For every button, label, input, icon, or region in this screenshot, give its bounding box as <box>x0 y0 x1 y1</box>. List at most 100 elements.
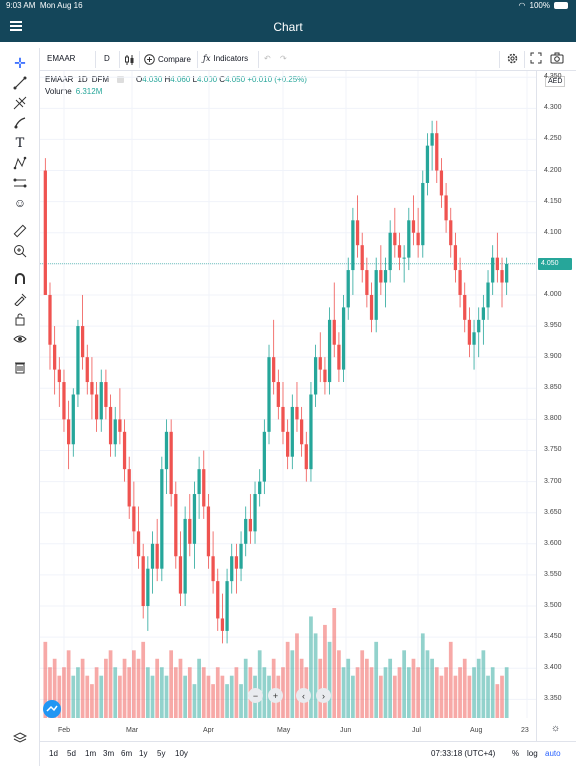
volume-bar <box>127 667 132 718</box>
zoom-in-button[interactable]: + <box>268 688 283 703</box>
range-button-5d[interactable]: 5d <box>67 749 76 758</box>
brush-icon[interactable] <box>12 115 28 131</box>
price-chart[interactable] <box>40 71 536 718</box>
volume-bar <box>229 675 234 718</box>
volume-bar <box>183 675 187 718</box>
candle-body <box>341 307 346 370</box>
forecast-icon[interactable] <box>12 175 28 191</box>
volume-bar <box>472 667 476 718</box>
y-tick-label: 3.400 <box>544 664 562 672</box>
tradingview-logo-icon[interactable] <box>43 700 61 718</box>
percent-toggle[interactable]: % <box>512 749 520 758</box>
lock-icon[interactable] <box>12 311 28 327</box>
candle-body <box>66 419 71 445</box>
volume-bar <box>290 650 295 718</box>
crosshair-icon[interactable]: ✛ <box>14 54 26 71</box>
legend-minimize-icon[interactable] <box>117 76 125 83</box>
symbol-search-button[interactable]: EMAAR <box>47 54 76 63</box>
range-button-3m[interactable]: 3m <box>103 749 115 758</box>
magnet-icon[interactable] <box>12 271 28 287</box>
y-tick-label: 3.900 <box>544 353 562 361</box>
volume-bar <box>169 650 174 718</box>
candle-body <box>486 282 490 308</box>
stay-in-drawing-icon[interactable] <box>12 291 28 307</box>
candle-body <box>430 133 434 146</box>
volume-bar <box>136 658 141 718</box>
volume-bar <box>476 658 481 718</box>
object-tree-icon[interactable] <box>12 730 28 746</box>
volume-bar <box>337 650 341 718</box>
volume-bar <box>108 650 113 718</box>
range-button-5y[interactable]: 5y <box>157 749 166 758</box>
volume-bar <box>80 658 85 718</box>
indicators-button[interactable]: ƒx Indicators <box>203 54 248 63</box>
volume-bar <box>206 675 211 718</box>
redo-icon[interactable]: ↷ <box>280 54 287 63</box>
range-button-1m[interactable]: 1m <box>85 749 97 758</box>
volume-bar <box>388 658 393 718</box>
candle-body <box>132 506 136 532</box>
candle-body <box>239 543 243 569</box>
x-tick-label: Apr <box>203 727 214 734</box>
zoom-out-button[interactable]: − <box>248 688 263 703</box>
ruler-icon[interactable] <box>12 223 28 239</box>
volume-bar <box>397 667 402 718</box>
scroll-right-button[interactable]: › <box>316 688 331 703</box>
volume-bar <box>448 641 453 718</box>
compare-button[interactable]: Compare <box>144 54 191 65</box>
price-axis[interactable]: AED 4.350 4.300 4.250 4.200 4.150 4.100 4.050 4… <box>536 71 576 741</box>
scroll-left-button[interactable]: ‹ <box>296 688 311 703</box>
candle-body <box>155 543 159 569</box>
log-toggle[interactable]: log <box>527 749 538 758</box>
volume-bar <box>444 667 448 718</box>
candle-body <box>444 195 448 221</box>
clock-label: 07:33:18 (UTC+4) <box>431 749 496 758</box>
zoom-in-icon[interactable] <box>12 243 28 259</box>
range-button-6m[interactable]: 6m <box>121 749 133 758</box>
text-tool-icon[interactable]: T <box>15 135 25 151</box>
time-axis[interactable]: Feb Mar Apr May Jun Jul Aug 23 <box>40 722 536 740</box>
candle-body <box>53 344 57 370</box>
candle-body <box>472 332 476 345</box>
settings-gear-icon[interactable] <box>506 52 519 65</box>
trend-line-icon[interactable] <box>12 75 28 91</box>
volume-bar <box>201 667 206 718</box>
volume-bar <box>458 667 462 718</box>
x-tick-label: 23 <box>521 727 529 734</box>
candle-body <box>416 232 420 246</box>
volume-bar <box>365 658 369 718</box>
range-button-10y[interactable]: 10y <box>175 749 188 758</box>
volume-label: Volume <box>45 87 72 96</box>
candle-body <box>136 531 141 557</box>
hamburger-menu-icon[interactable] <box>10 19 22 33</box>
fib-retracement-icon[interactable] <box>12 95 28 111</box>
volume-bar <box>187 667 192 718</box>
auto-toggle[interactable]: auto <box>545 749 561 758</box>
candle-body <box>76 326 80 395</box>
legend-symbol[interactable]: EMAAR <box>45 75 74 84</box>
y-tick-label: 3.500 <box>544 602 562 610</box>
range-button-1d[interactable]: 1d <box>49 749 58 758</box>
candles-icon[interactable] <box>124 54 134 66</box>
interval-button[interactable]: D <box>104 54 110 63</box>
y-tick-label: 4.150 <box>544 197 562 205</box>
trash-icon[interactable] <box>12 359 28 375</box>
status-right: ◠ 100% <box>519 1 568 10</box>
axis-settings-icon[interactable]: ☼ <box>551 723 561 734</box>
y-tick-label: 3.700 <box>544 477 562 485</box>
candle-body <box>262 431 266 482</box>
eye-icon[interactable] <box>12 331 28 347</box>
emoji-icon[interactable]: ☺ <box>13 196 27 210</box>
pattern-icon[interactable] <box>12 155 28 171</box>
fullscreen-icon[interactable] <box>530 52 542 64</box>
volume-bar <box>76 667 80 718</box>
candle-body <box>360 245 364 271</box>
undo-icon[interactable]: ↶ <box>264 54 271 63</box>
indicators-label: Indicators <box>213 54 249 63</box>
range-button-1y[interactable]: 1y <box>139 749 148 758</box>
volume-bar <box>295 633 299 718</box>
volume-bar <box>430 658 434 718</box>
camera-icon[interactable] <box>550 52 564 64</box>
volume-bar <box>57 675 62 718</box>
y-tick-label: 4.350 <box>544 73 562 81</box>
